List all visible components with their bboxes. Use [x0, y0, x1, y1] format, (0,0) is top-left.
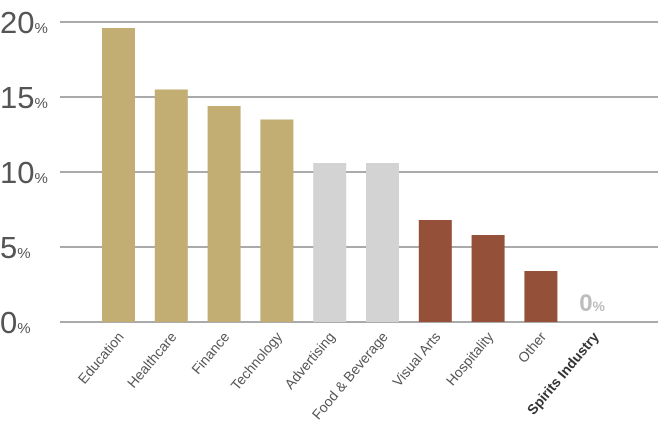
ytick-label-5: 5% [0, 230, 31, 265]
xtick-label-other: Other [514, 328, 549, 365]
bar-hospitality [471, 235, 505, 322]
ytick-label-0: 0% [0, 305, 31, 340]
bar-other [524, 271, 558, 322]
xtick-label-healthcare: Healthcare [124, 328, 180, 390]
ytick-label-15: 15% [0, 80, 48, 115]
xtick-label-hospitality: Hospitality [443, 329, 497, 389]
bar-food-beverage [366, 163, 399, 322]
xtick-label-finance: Finance [188, 328, 232, 377]
xtick-label-education: Education [75, 329, 127, 387]
gridlines [60, 21, 658, 323]
bar-advertising [313, 163, 347, 322]
xtick-label-technology: Technology [227, 329, 285, 394]
bar-spirits-industry-value-label: 0% [579, 290, 605, 317]
bar-technology [260, 119, 294, 322]
ytick-label-10: 10% [0, 155, 48, 190]
xtick-label-advertising: Advertising [281, 329, 338, 392]
bar-education [102, 28, 135, 322]
bar-healthcare [154, 89, 188, 322]
ytick-label-20: 20% [0, 5, 48, 40]
bar-visual-arts [418, 220, 452, 322]
bar-finance [207, 106, 241, 322]
bars: 0% [102, 28, 606, 322]
xtick-label-visual-arts: Visual Arts [389, 329, 444, 390]
y-axis-ticks: 0% 5% 10% 15% 20% [0, 5, 48, 340]
